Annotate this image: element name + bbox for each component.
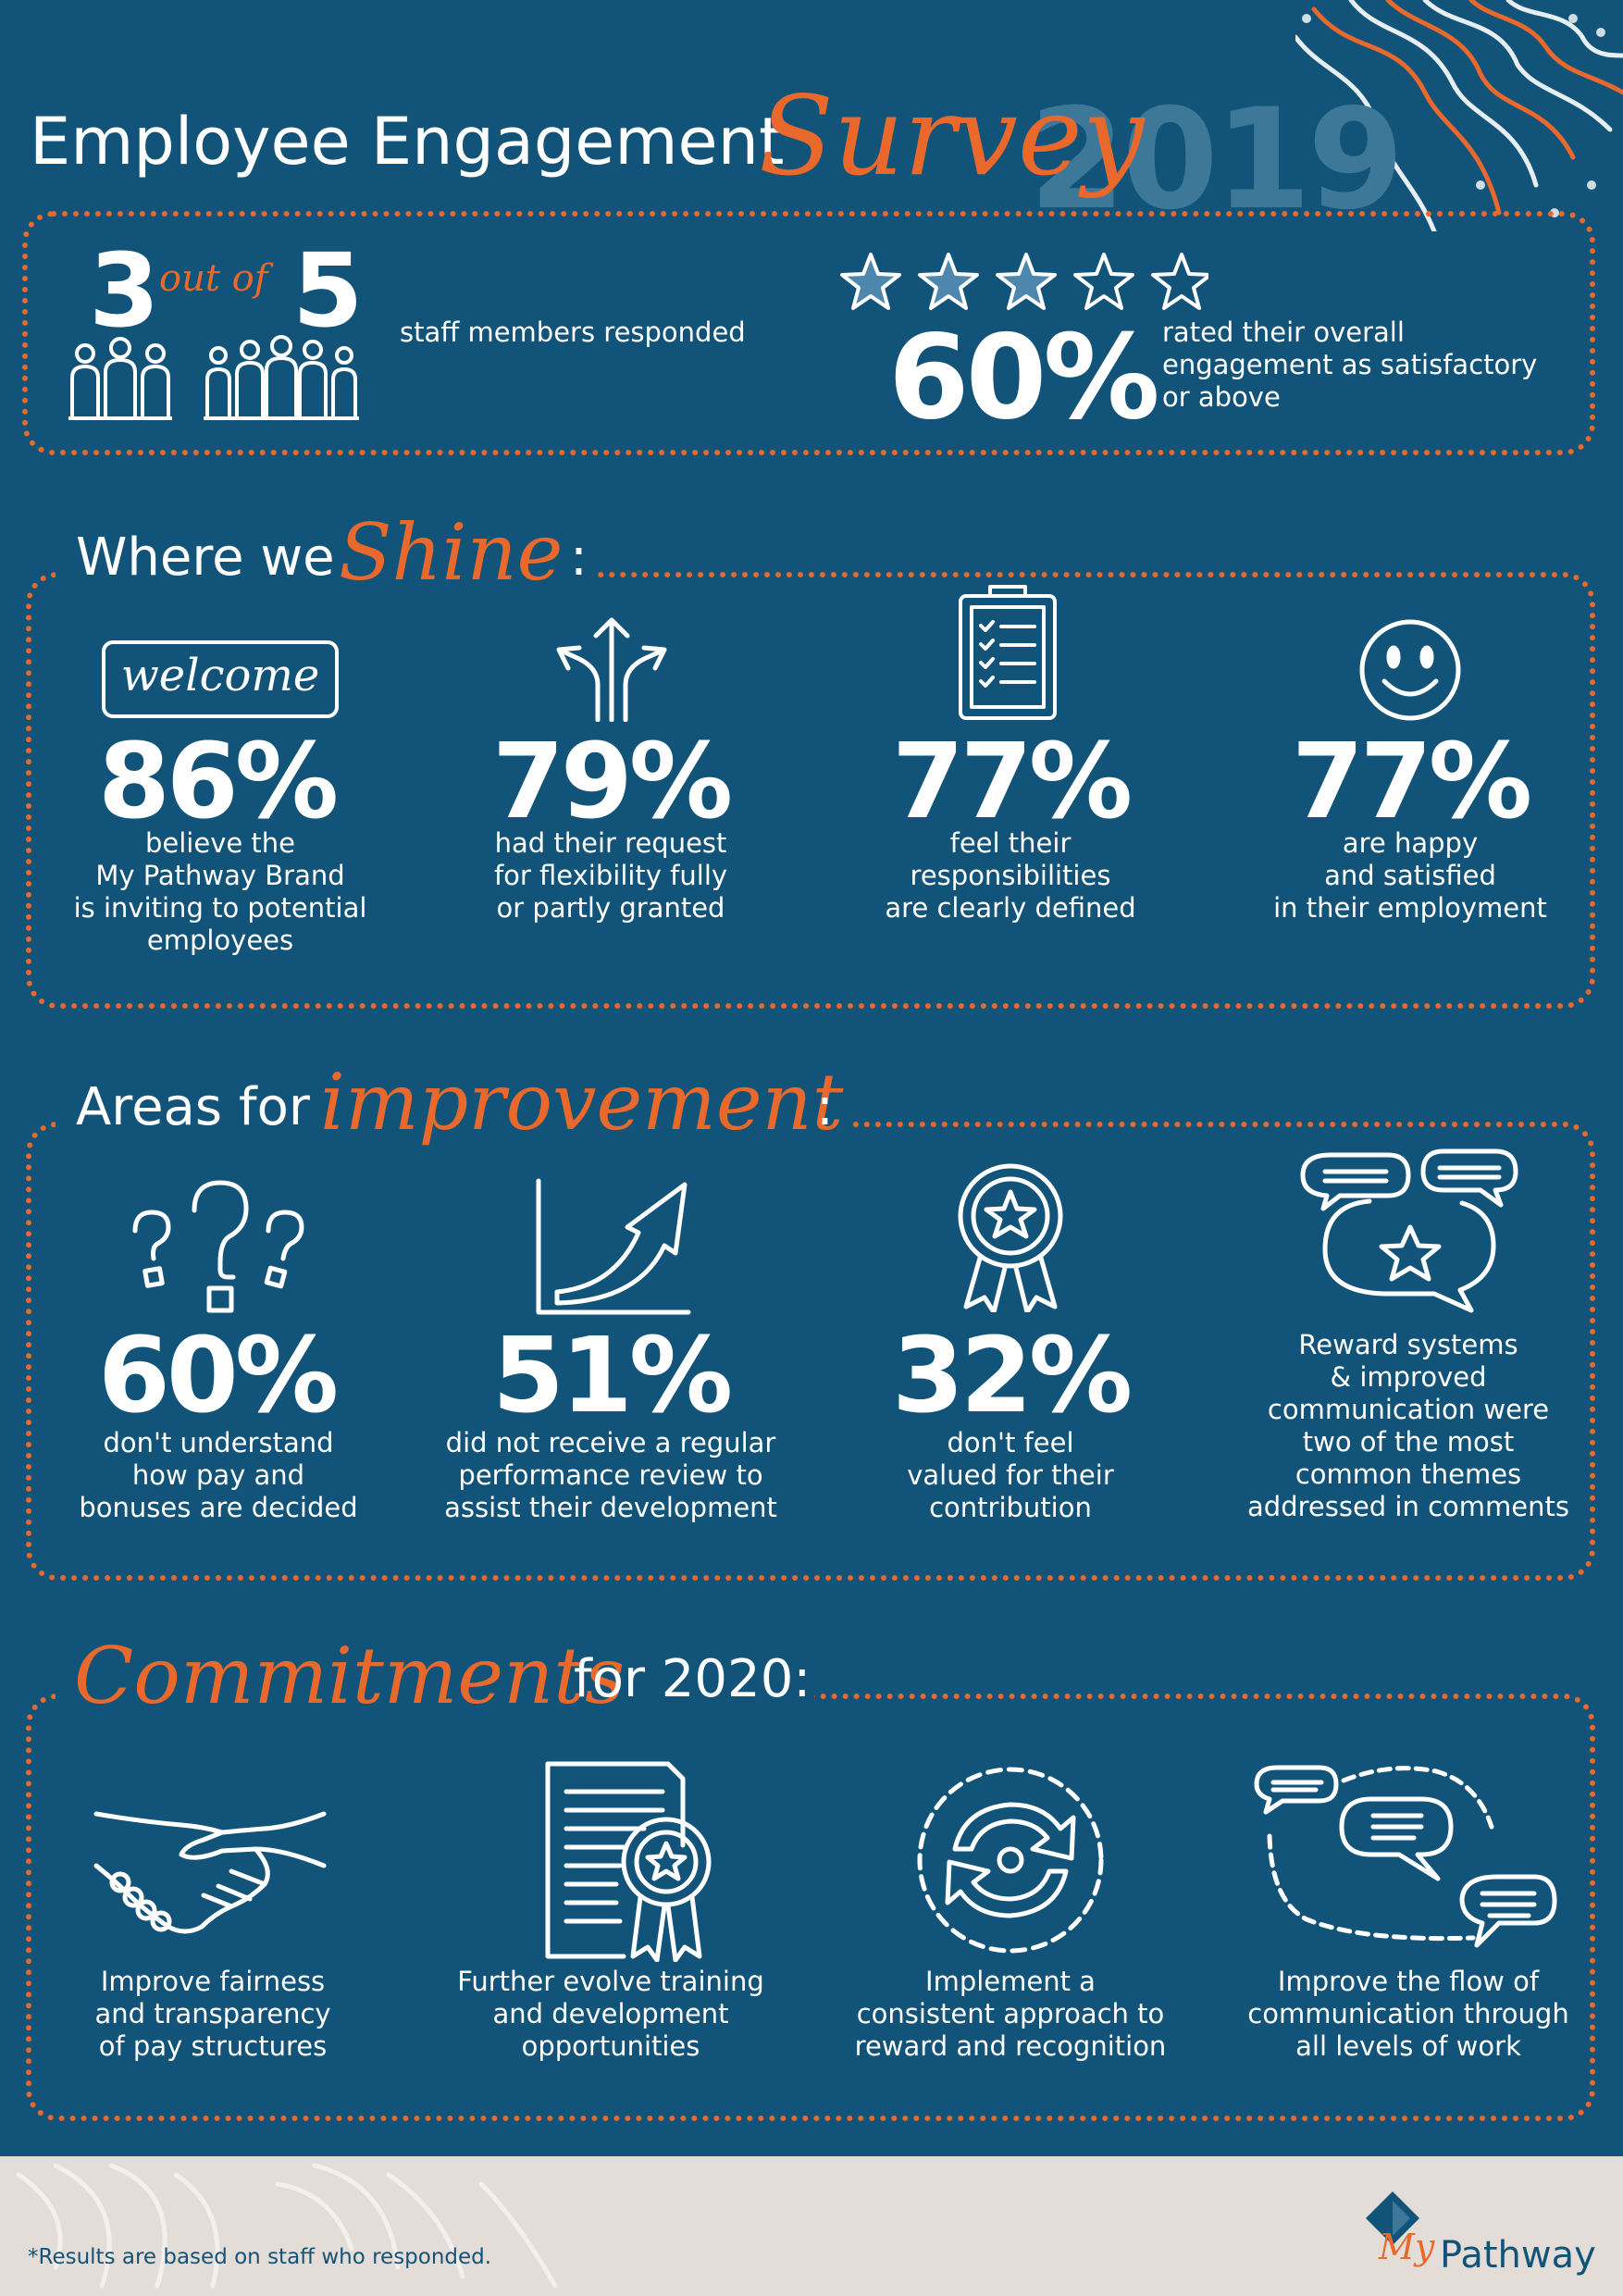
rating-stars-icon <box>838 250 1208 315</box>
logo-diamond-icon <box>1364 2190 1421 2247</box>
improvement-text-4: Reward systems & improved communication … <box>1247 1329 1569 1522</box>
improvement-title-script: improvement <box>320 1057 844 1148</box>
improvement-colon: : <box>816 1077 834 1137</box>
shine-text-1: believe the My Pathway Brand is inviting… <box>73 827 367 956</box>
shine-text-3: feel their responsibilities are clearly … <box>885 827 1136 924</box>
clipboard-checklist-icon <box>957 583 1059 722</box>
commitments-title-script: Commitments <box>74 1631 626 1721</box>
improvement-text-2: did not receive a regular performance re… <box>444 1427 777 1523</box>
smiley-face-icon <box>1357 616 1464 724</box>
commitment-text-3: Implement a consistent approach to rewar… <box>854 1966 1167 2062</box>
shine-text-2: had their request for flexibility fully … <box>493 827 728 924</box>
improvement-title: Areas for <box>76 1077 310 1137</box>
engagement-text: rated their overall engagement as satisf… <box>1162 316 1538 413</box>
welcome-sign-text: welcome <box>120 650 320 701</box>
improvement-pct-2: 51% <box>491 1316 733 1436</box>
shine-box <box>26 572 1595 1009</box>
welcome-sign-icon <box>100 639 341 722</box>
responded-total: 5 <box>292 231 364 350</box>
footer: *Results are based on staff who responde… <box>0 2156 1623 2296</box>
speech-bubbles-star-icon <box>1295 1148 1521 1314</box>
split-arrows-icon <box>551 611 672 722</box>
handshake-icon <box>93 1805 329 1943</box>
commitment-text-4: Improve the flow of communication throug… <box>1247 1966 1569 2062</box>
chat-network-icon <box>1251 1762 1560 1960</box>
out-of-label: out of <box>159 257 268 300</box>
growth-chart-icon <box>535 1177 692 1316</box>
title-script-survey: Survey <box>759 72 1145 200</box>
shine-pct-4: 77% <box>1291 722 1532 842</box>
staff-group-icon <box>65 333 389 422</box>
shine-title: Where we <box>76 527 335 588</box>
cycle-arrows-icon <box>914 1764 1107 1956</box>
shine-title-script: Shine <box>339 507 564 598</box>
shine-title-bg <box>56 518 592 602</box>
improvement-pct-1: 60% <box>97 1316 339 1436</box>
improvement-text-3: don't feel valued for their contribution <box>907 1427 1114 1523</box>
shine-pct-3: 77% <box>891 722 1133 842</box>
commitment-text-1: Improve fairness and transparency of pay… <box>94 1966 331 2062</box>
responded-count: 3 <box>89 231 160 350</box>
shine-pct-2: 79% <box>491 722 733 842</box>
commitment-text-2: Further evolve training and development … <box>457 1966 764 2062</box>
logo-script: My <box>1379 2227 1435 2267</box>
footnote: *Results are based on staff who responde… <box>28 2245 492 2269</box>
improvement-text-1: don't understand how pay and bonuses are… <box>79 1427 358 1523</box>
page-title: Employee Engagement <box>30 104 785 180</box>
summary-box <box>22 211 1595 455</box>
shine-colon: : <box>570 527 588 588</box>
engagement-percent: 60% <box>888 309 1160 445</box>
commitments-title-bg <box>56 1629 814 1727</box>
footer-pattern <box>0 2156 648 2296</box>
improvement-title-bg <box>56 1064 851 1157</box>
commitments-title: for 2020: <box>574 1649 812 1709</box>
shine-pct-1: 86% <box>97 722 339 842</box>
certificate-icon <box>542 1758 724 1962</box>
improvement-pct-3: 32% <box>891 1316 1133 1436</box>
award-ribbon-icon <box>953 1162 1068 1312</box>
logo-text: Pathway <box>1440 2234 1596 2277</box>
question-marks-icon <box>130 1173 311 1314</box>
shine-text-4: are happy and satisfied in their employm… <box>1273 827 1547 924</box>
decorative-fingerprint-pattern <box>1295 0 1623 231</box>
responded-text: staff members responded <box>400 316 746 348</box>
